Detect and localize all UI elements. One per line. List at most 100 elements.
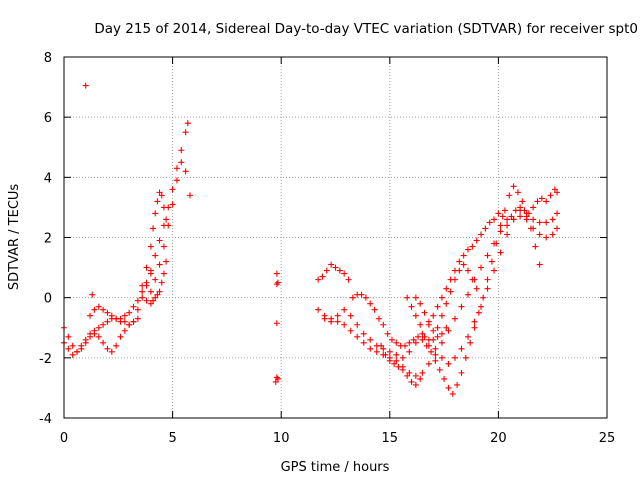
series-trace-m (425, 186, 561, 328)
data-point (460, 261, 467, 268)
data-point (78, 342, 85, 349)
data-point (367, 345, 374, 352)
data-point (454, 381, 461, 388)
data-point (434, 324, 441, 331)
data-point (523, 216, 530, 223)
data-point (521, 207, 528, 214)
data-point (445, 384, 452, 391)
data-point (156, 237, 163, 244)
data-point (182, 168, 189, 175)
data-point (178, 159, 185, 166)
data-point (419, 330, 426, 337)
data-point (163, 216, 170, 223)
data-point (419, 336, 426, 343)
data-point (173, 177, 180, 184)
data-point (360, 330, 367, 337)
data-point (445, 327, 452, 334)
data-point (163, 258, 170, 265)
data-point (408, 303, 415, 310)
data-point (121, 318, 128, 325)
data-point (360, 339, 367, 346)
data-point (462, 354, 469, 361)
data-point (82, 82, 89, 89)
data-point (484, 285, 491, 292)
data-point (417, 375, 424, 382)
data-point (410, 336, 417, 343)
data-point (121, 312, 128, 319)
data-point (538, 195, 545, 202)
data-point (438, 330, 445, 337)
data-point (551, 186, 558, 193)
data-point (82, 336, 89, 343)
y-axis-label: SDTVAR / TECUs (7, 184, 22, 291)
data-point (493, 240, 500, 247)
y-tick-label: -4 (39, 412, 52, 427)
data-point (65, 345, 72, 352)
data-point (543, 234, 550, 241)
data-point (393, 339, 400, 346)
gridlines (64, 57, 607, 418)
data-point (441, 375, 448, 382)
series-trace-c (87, 270, 154, 322)
data-point (336, 267, 343, 274)
series-trace-l (404, 261, 480, 349)
data-point (150, 225, 157, 232)
data-point (406, 369, 413, 376)
data-point (143, 297, 150, 304)
data-point (156, 261, 163, 268)
series-trace-n (378, 342, 424, 388)
data-point (536, 261, 543, 268)
data-point (432, 345, 439, 352)
data-point (104, 309, 111, 316)
x-tick-label: 0 (60, 431, 68, 446)
y-tick-label: 6 (44, 111, 52, 126)
data-point (273, 281, 280, 288)
data-point (399, 354, 406, 361)
data-point (447, 276, 454, 283)
data-point (458, 303, 465, 310)
data-point (87, 330, 94, 337)
data-point (165, 222, 172, 229)
series-trace-a (61, 315, 133, 355)
data-point (543, 198, 550, 205)
data-point (428, 348, 435, 355)
data-point (473, 285, 480, 292)
data-point (464, 267, 471, 274)
data-point (367, 300, 374, 307)
data-point (100, 306, 107, 313)
data-point (393, 357, 400, 364)
data-point (421, 309, 428, 316)
data-point (74, 348, 81, 355)
data-point (530, 204, 537, 211)
data-point (380, 321, 387, 328)
data-point (134, 315, 141, 322)
data-point (486, 219, 493, 226)
data-point (117, 333, 124, 340)
data-point (388, 336, 395, 343)
data-point (156, 189, 163, 196)
data-point (434, 303, 441, 310)
data-point (91, 327, 98, 334)
x-tick-label: 10 (273, 431, 290, 446)
series-trace-j (321, 207, 561, 367)
data-point (510, 183, 517, 190)
data-point (434, 333, 441, 340)
data-point (449, 390, 456, 397)
data-point (160, 243, 167, 250)
data-point (156, 288, 163, 295)
y-tick-label: -2 (39, 352, 52, 367)
data-point (354, 333, 361, 340)
data-point (432, 357, 439, 364)
y-tick-label: 8 (44, 51, 52, 66)
data-point (147, 300, 154, 307)
data-point (504, 216, 511, 223)
chart-title: Day 215 of 2014, Sidereal Day-to-day VTE… (94, 21, 638, 37)
series-isolated (82, 82, 281, 385)
data-point (491, 267, 498, 274)
data-point (152, 252, 159, 259)
data-point (89, 291, 96, 298)
data-point (554, 189, 561, 196)
data-point (406, 339, 413, 346)
series-trace-i (315, 210, 561, 379)
